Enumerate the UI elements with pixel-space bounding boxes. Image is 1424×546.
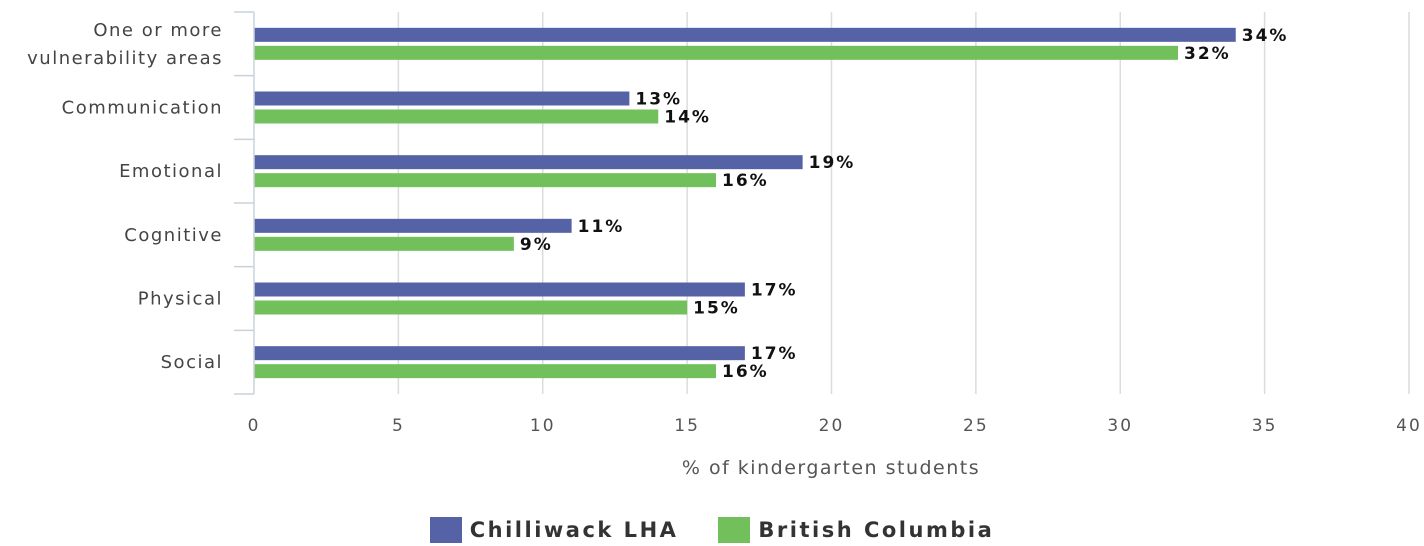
category-label: One or more bbox=[93, 20, 223, 41]
bar-chilliwack[interactable] bbox=[254, 282, 745, 297]
legend-swatch-bc bbox=[718, 517, 751, 543]
legend-item-series-2[interactable]: British Columbia bbox=[718, 517, 994, 543]
data-label: 17% bbox=[751, 344, 798, 364]
bar-chilliwack[interactable] bbox=[254, 346, 745, 361]
gridlines bbox=[397, 12, 1410, 394]
category-label: Physical bbox=[138, 289, 223, 310]
category-label: Communication bbox=[62, 98, 223, 119]
data-label: 34% bbox=[1242, 26, 1289, 46]
x-tick-label: 40 bbox=[1396, 416, 1422, 436]
data-label: 16% bbox=[722, 171, 769, 191]
data-label: 9% bbox=[520, 235, 553, 255]
legend: Chilliwack LHA British Columbia bbox=[0, 517, 1424, 543]
x-tick-label: 10 bbox=[530, 416, 556, 436]
bar-chilliwack[interactable] bbox=[254, 218, 572, 233]
data-label: 17% bbox=[751, 281, 798, 301]
x-tick-label: 0 bbox=[248, 416, 261, 436]
bar-british-columbia[interactable] bbox=[254, 109, 659, 124]
bar-chilliwack[interactable] bbox=[254, 91, 630, 106]
legend-item-series-1[interactable]: Chilliwack LHA bbox=[429, 517, 679, 543]
data-label: 16% bbox=[722, 362, 769, 382]
bars: 34%32%13%14%19%16%11%9%17%15%17%16% bbox=[254, 26, 1289, 382]
data-label: 32% bbox=[1184, 44, 1231, 64]
legend-label: Chilliwack LHA bbox=[469, 518, 679, 542]
bar-british-columbia[interactable] bbox=[254, 300, 688, 315]
data-label: 14% bbox=[664, 108, 711, 128]
data-label: 11% bbox=[578, 217, 625, 237]
bar-chilliwack[interactable] bbox=[254, 155, 803, 170]
legend-label: British Columbia bbox=[758, 518, 995, 542]
data-label: 13% bbox=[635, 90, 682, 110]
x-tick-label: 35 bbox=[1252, 416, 1278, 436]
x-axis-title: % of kindergarten students bbox=[682, 457, 980, 479]
data-label: 19% bbox=[809, 153, 856, 173]
category-label: Social bbox=[161, 352, 223, 373]
x-tick-label: 5 bbox=[392, 416, 405, 436]
category-label: Cognitive bbox=[124, 225, 223, 246]
bar-chilliwack[interactable] bbox=[254, 27, 1236, 42]
x-tick-label: 20 bbox=[819, 416, 845, 436]
x-tick-label: 30 bbox=[1107, 416, 1133, 436]
bar-british-columbia[interactable] bbox=[254, 236, 514, 251]
bar-british-columbia[interactable] bbox=[254, 364, 716, 379]
category-label: Emotional bbox=[119, 161, 223, 182]
x-tick-label: 25 bbox=[963, 416, 989, 436]
data-label: 15% bbox=[693, 299, 740, 319]
x-tick-label: 15 bbox=[674, 416, 700, 436]
axes: 0 5 10 15 20 25 30 35 40 One or more vulnerability… bbox=[27, 11, 1422, 436]
bar-british-columbia[interactable] bbox=[254, 45, 1178, 60]
category-label: vulnerability areas bbox=[27, 48, 223, 69]
legend-swatch-chilliwack bbox=[429, 517, 462, 543]
bar-british-columbia[interactable] bbox=[254, 173, 716, 188]
